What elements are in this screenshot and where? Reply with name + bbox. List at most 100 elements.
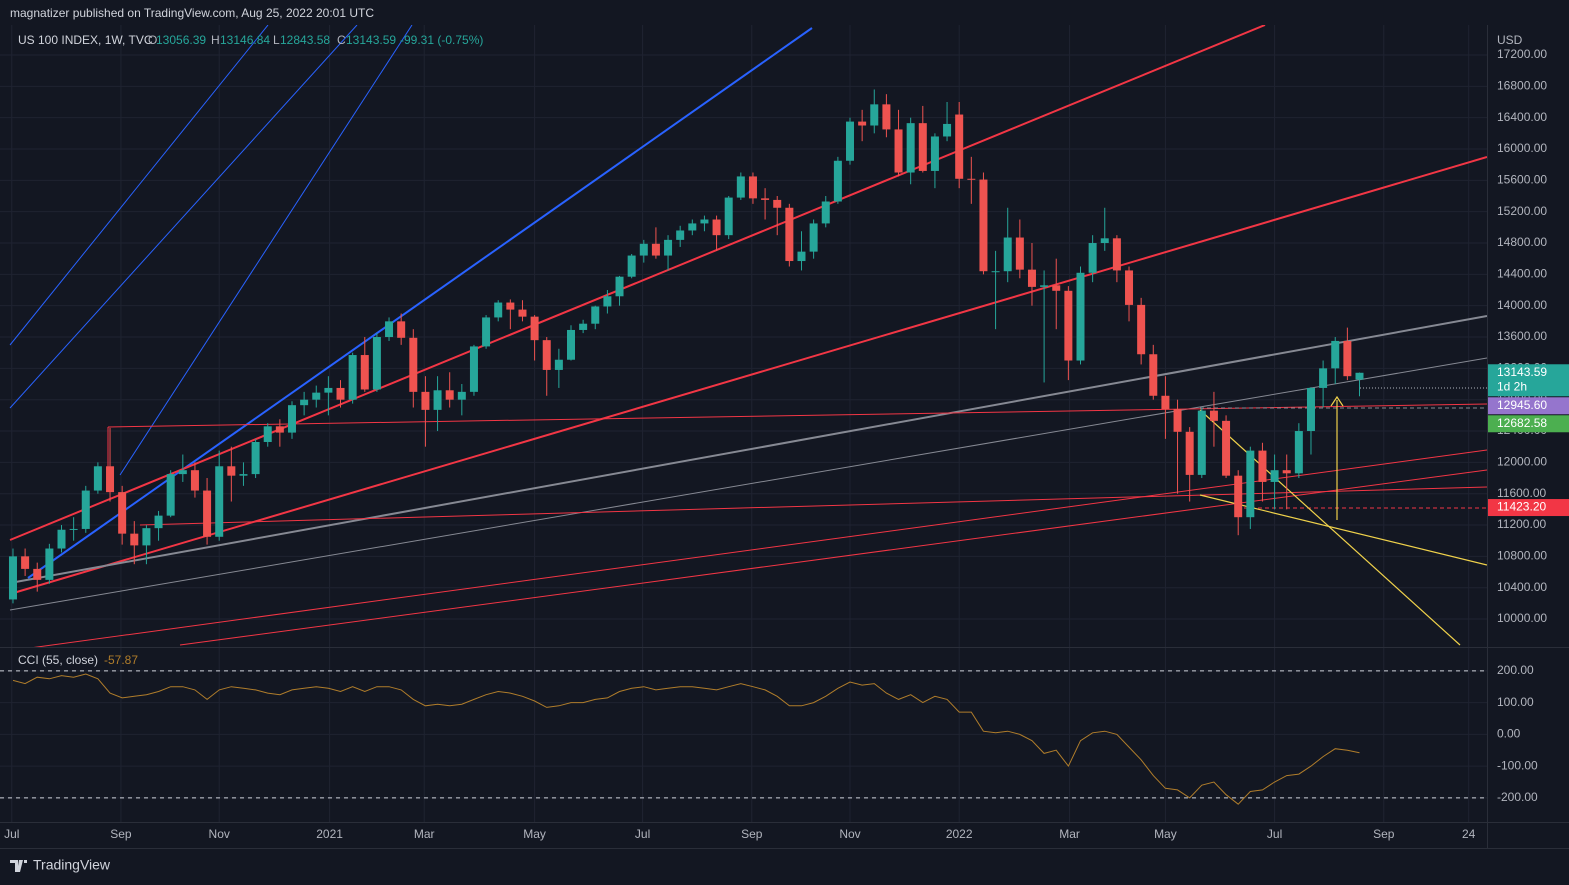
y-tick-label: 10000.00 xyxy=(1497,611,1547,625)
candle-body xyxy=(858,121,867,126)
candle-body xyxy=(1246,450,1255,518)
candle-body xyxy=(627,255,636,277)
candle-body xyxy=(21,556,30,569)
price-marker-label: 13143.59 xyxy=(1497,365,1547,379)
candle-body xyxy=(979,179,988,272)
price-marker xyxy=(1488,397,1569,415)
candle-body xyxy=(736,176,745,198)
y-tick-label: 14400.00 xyxy=(1497,267,1547,281)
candle-body xyxy=(385,321,394,338)
candle-body xyxy=(93,466,102,491)
trendline xyxy=(9,156,1487,595)
candle-body xyxy=(1197,410,1206,475)
y-tick-label: -200.00 xyxy=(1497,790,1538,804)
candle-body xyxy=(1294,431,1303,474)
candle-body xyxy=(870,104,879,126)
candle-body xyxy=(166,474,175,516)
y-tick-label: 12000.00 xyxy=(1497,455,1547,469)
candle-body xyxy=(81,490,90,529)
y-tick-label: 11200.00 xyxy=(1497,517,1546,531)
x-tick-label: May xyxy=(1154,827,1177,841)
candle-body xyxy=(894,129,903,173)
x-tick-label: May xyxy=(523,827,546,841)
x-tick-label: 24 xyxy=(1462,827,1476,841)
candles xyxy=(8,89,1364,604)
candle-body xyxy=(955,114,964,179)
candle-body xyxy=(203,490,212,537)
candle-body xyxy=(251,441,260,475)
grid-layer xyxy=(0,25,1487,822)
trendline xyxy=(27,27,813,579)
y-tick-label: 15600.00 xyxy=(1497,173,1547,187)
candle-body xyxy=(239,474,248,476)
price-marker-label: 12682.58 xyxy=(1497,416,1547,430)
candle-body xyxy=(506,302,515,310)
y-tick-label: 16000.00 xyxy=(1497,141,1547,155)
candle-body xyxy=(1040,285,1049,287)
candle-body xyxy=(69,528,78,530)
logo: TradingView xyxy=(10,857,111,873)
ohlc-value: 13146.84 xyxy=(220,33,270,47)
y-tick-label: 200.00 xyxy=(1497,663,1534,677)
candle-body xyxy=(445,390,454,400)
y-tick-label: 16400.00 xyxy=(1497,110,1547,124)
candle-body xyxy=(833,160,842,202)
candle-body xyxy=(1161,395,1170,410)
price-marker xyxy=(1488,499,1569,517)
logo-icon xyxy=(10,860,27,872)
candle-body xyxy=(821,201,830,224)
cci-pane xyxy=(0,670,1487,805)
candle-body xyxy=(1234,475,1243,518)
candle-body xyxy=(409,337,418,392)
trendline xyxy=(119,25,413,476)
candle-body xyxy=(457,391,466,400)
candle-body xyxy=(591,306,600,324)
ohlc-key: H xyxy=(211,33,220,47)
candle-body xyxy=(712,219,721,236)
candle-body xyxy=(1088,243,1097,273)
candle-body xyxy=(651,243,660,256)
candle-body xyxy=(639,243,648,256)
y-tick-label: 14800.00 xyxy=(1497,235,1547,249)
candle-body xyxy=(918,123,927,171)
candle-body xyxy=(809,223,818,252)
candle-body xyxy=(1015,237,1024,270)
y-tick-label: 100.00 xyxy=(1497,695,1534,709)
candle-body xyxy=(700,219,709,224)
candle-body xyxy=(1112,238,1121,271)
candle-body xyxy=(1185,431,1194,475)
trendline xyxy=(9,25,269,346)
candle-body xyxy=(348,355,357,400)
candle-body xyxy=(906,123,915,173)
x-tick-label: Jul xyxy=(635,827,650,841)
x-tick-label: Sep xyxy=(110,827,132,841)
candle-body xyxy=(1173,409,1182,432)
candle-body xyxy=(8,556,17,600)
trendline xyxy=(1199,494,1487,566)
candle-body xyxy=(433,390,442,410)
x-tick-label: Sep xyxy=(741,827,763,841)
cci-line xyxy=(12,673,1360,805)
candle-body xyxy=(154,515,163,529)
candle-body xyxy=(33,568,42,580)
candle-body xyxy=(190,470,199,491)
candle-body xyxy=(761,198,770,200)
y-tick-label: 17200.00 xyxy=(1497,47,1547,61)
y-tick-label: 11600.00 xyxy=(1497,486,1546,500)
candle-body xyxy=(421,391,430,410)
candle-body xyxy=(142,528,151,546)
candle-body xyxy=(566,329,575,360)
trendline xyxy=(139,486,1487,526)
candle-body xyxy=(469,346,478,392)
candle-body xyxy=(991,271,1000,273)
y-tick-label: 14000.00 xyxy=(1497,298,1547,312)
ohlc-key: C xyxy=(337,33,346,47)
candle-body xyxy=(1222,420,1231,476)
candle-body xyxy=(263,426,272,442)
candle-body xyxy=(664,239,673,256)
change-value: -99.31 (-0.75%) xyxy=(400,33,483,47)
candle-body xyxy=(45,548,54,580)
x-tick-label: 2021 xyxy=(316,827,343,841)
